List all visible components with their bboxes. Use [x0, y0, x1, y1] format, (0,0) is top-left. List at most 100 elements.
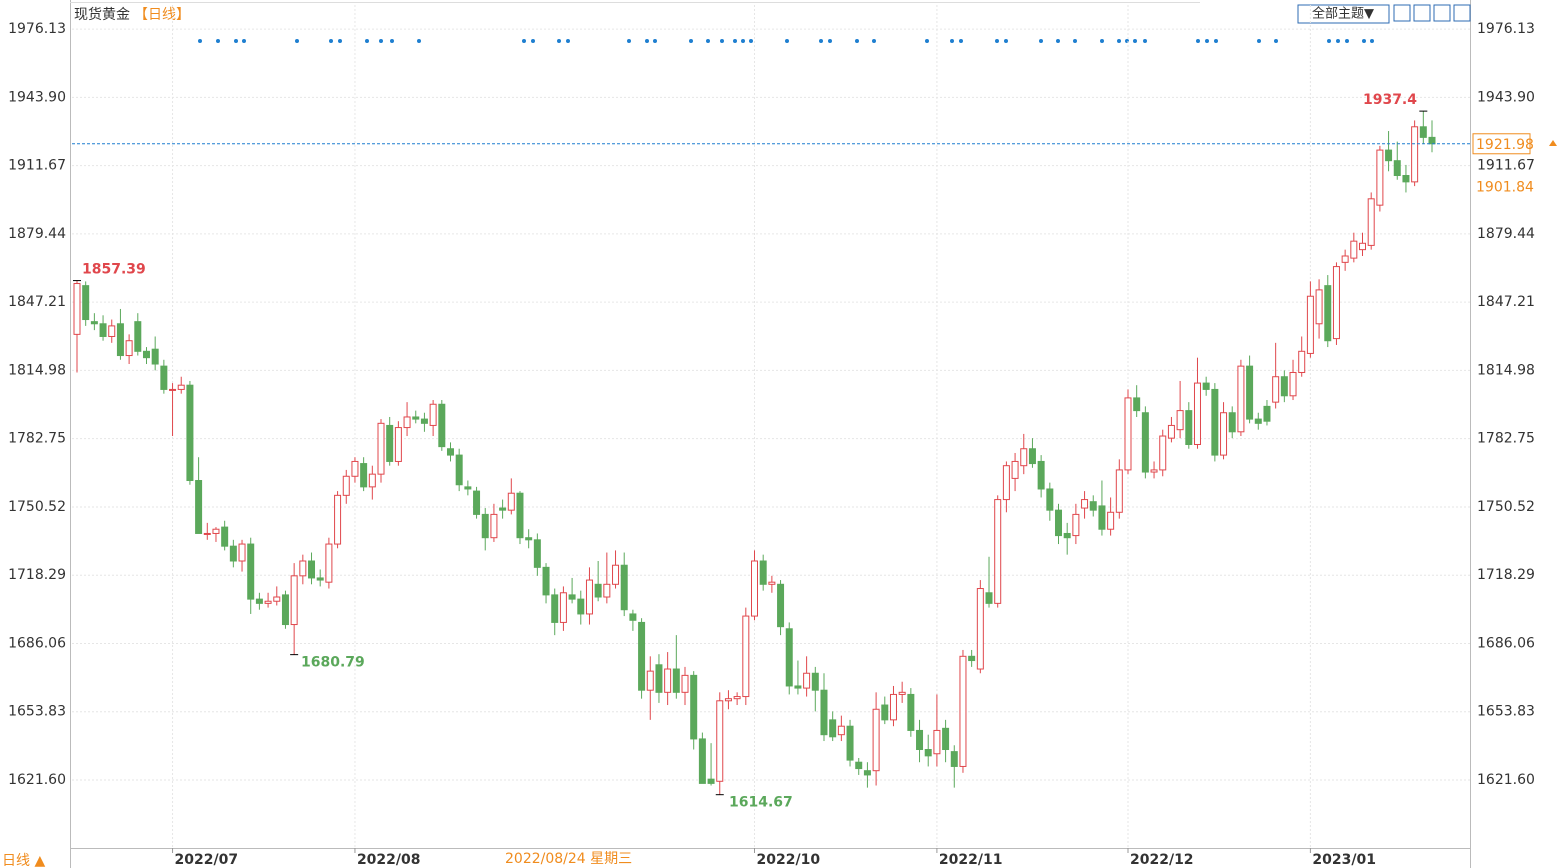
candle-body	[1046, 488, 1054, 511]
candle-body	[603, 583, 611, 598]
event-dot	[1257, 39, 1261, 43]
candle-body	[1167, 424, 1175, 439]
candle-body	[916, 729, 924, 751]
event-dot	[1133, 39, 1137, 43]
event-dot	[749, 39, 753, 43]
tool-icon[interactable]	[1413, 4, 1431, 22]
candle-body	[568, 594, 576, 600]
candle-body	[542, 566, 550, 596]
candle-body	[950, 751, 958, 767]
extreme-label: 1937.4	[1363, 92, 1417, 108]
candle-body	[125, 340, 133, 357]
event-dot	[828, 39, 832, 43]
extreme-label: 1614.67	[729, 795, 793, 811]
theme-button-frame[interactable]	[1297, 4, 1390, 24]
candle-body	[646, 670, 654, 691]
candle-body	[1150, 469, 1158, 473]
candle-body	[1211, 388, 1219, 456]
y-tick-label-right: 1750.52	[1477, 499, 1535, 515]
crosshair-date: 2022/08/24 星期三	[505, 851, 632, 867]
event-dot	[706, 39, 710, 43]
event-dot	[1143, 39, 1147, 43]
candle-body	[1107, 511, 1115, 530]
last-price-box	[1472, 133, 1531, 155]
theme-button[interactable]: 全部主题▼	[1312, 6, 1374, 22]
candle-body	[281, 594, 289, 626]
x-tick-label: 2023/01	[1312, 852, 1376, 868]
candle-body	[229, 545, 237, 562]
candle-body	[351, 460, 359, 477]
candle-body	[1246, 365, 1254, 420]
event-dot	[557, 39, 561, 43]
candle-body	[1115, 469, 1123, 513]
event-dot	[1039, 39, 1043, 43]
candle-body	[594, 583, 602, 598]
candle-body	[1202, 382, 1210, 390]
candle-body	[221, 526, 229, 547]
tool-icon[interactable]	[1453, 4, 1471, 22]
y-tick-label: 1879.44	[8, 226, 66, 242]
candle-body	[811, 672, 819, 691]
candle-body	[794, 685, 802, 689]
candle-body	[420, 418, 428, 424]
candle-body	[1063, 532, 1071, 539]
event-markers	[198, 39, 1374, 43]
period-button[interactable]: 日线 ▲	[2, 853, 45, 868]
event-dot	[1100, 39, 1104, 43]
candle-body	[82, 285, 90, 321]
candle-body	[1376, 149, 1384, 206]
candle-body	[429, 403, 437, 426]
candle-body	[290, 575, 298, 626]
candle-body	[1176, 410, 1184, 431]
candle-body	[1419, 126, 1427, 138]
candle-body	[872, 708, 880, 772]
candle-body	[212, 528, 220, 534]
candle-body	[507, 492, 515, 511]
x-tick-label: 2022/12	[1130, 852, 1194, 868]
candle-body	[1324, 285, 1332, 342]
event-dot	[627, 39, 631, 43]
event-dot	[1214, 39, 1218, 43]
candle-body	[1411, 126, 1419, 183]
candle-body	[238, 543, 246, 562]
candle-body	[533, 539, 541, 568]
candle-body	[386, 424, 394, 462]
candle-body	[412, 416, 420, 420]
x-tick-label: 2022/07	[175, 852, 239, 868]
candle-body	[368, 473, 376, 488]
tool-icon[interactable]	[1393, 4, 1411, 22]
event-dot	[1196, 39, 1200, 43]
y-tick-label-right: 1782.75	[1477, 431, 1535, 447]
extreme-label: 1857.39	[82, 262, 146, 278]
candle-body	[1081, 499, 1089, 509]
candle-body	[759, 560, 767, 585]
candle-body	[777, 583, 785, 628]
tool-icon[interactable]	[1433, 4, 1451, 22]
candle-body	[1332, 266, 1340, 340]
candle-body	[672, 668, 680, 693]
candle-body	[394, 427, 402, 462]
price-arrow	[1549, 140, 1557, 146]
y-tick-label: 1782.75	[8, 431, 66, 447]
y-tick-label: 1976.13	[8, 21, 66, 37]
candle-body	[1306, 295, 1314, 354]
event-dot	[689, 39, 693, 43]
event-dot	[959, 39, 963, 43]
candle-body	[325, 543, 333, 583]
toolbar-icons[interactable]	[1393, 4, 1471, 22]
candle-body	[1159, 435, 1167, 471]
event-dot	[234, 39, 238, 43]
y-tick-label-right: 1943.90	[1477, 89, 1535, 105]
period-tag: 【日线】	[134, 7, 190, 23]
candle-body	[655, 664, 663, 693]
event-dot	[198, 39, 202, 43]
y-tick-label-right: 1814.98	[1477, 362, 1535, 378]
event-dot	[855, 39, 859, 43]
candle-body	[1402, 175, 1410, 183]
y-tick-label-right: 1976.13	[1477, 21, 1535, 37]
candle-body	[889, 693, 897, 721]
candle-body	[299, 560, 307, 577]
event-dot	[566, 39, 570, 43]
candle-body	[142, 350, 150, 359]
